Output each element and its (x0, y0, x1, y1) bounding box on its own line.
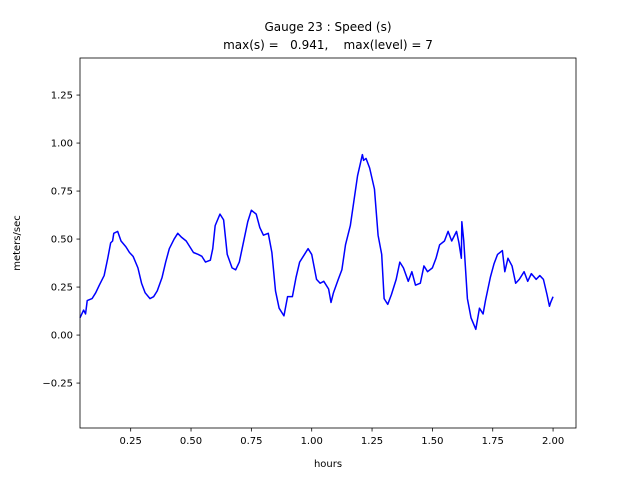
x-tick-label: 0.75 (240, 436, 262, 447)
plot-frame (79, 57, 577, 429)
chart-subtitle: max(s) = 0.941, max(level) = 7 (223, 38, 433, 52)
x-tick-label: 0.25 (120, 436, 142, 447)
x-tick-label: 0.50 (180, 436, 202, 447)
y-tick-label: 0.00 (51, 331, 73, 342)
y-axis-label: meters/sec (12, 215, 23, 271)
x-tick-label: 1.75 (482, 436, 504, 447)
chart-title: Gauge 23 : Speed (s) (264, 20, 391, 34)
y-tick-label: −0.25 (42, 379, 73, 390)
y-tick-label: 1.00 (51, 139, 73, 150)
x-tick-label: 1.00 (301, 436, 323, 447)
y-tick-label: 0.50 (51, 235, 73, 246)
data-line (79, 153, 554, 331)
x-tick-label: 1.50 (421, 436, 443, 447)
y-tick-label: 0.75 (51, 187, 73, 198)
y-tick-label: 1.25 (51, 91, 73, 102)
y-tick-label: 0.25 (51, 283, 73, 294)
x-tick-label: 2.00 (542, 436, 564, 447)
x-tick-label: 1.25 (361, 436, 383, 447)
x-axis-label: hours (314, 459, 342, 470)
